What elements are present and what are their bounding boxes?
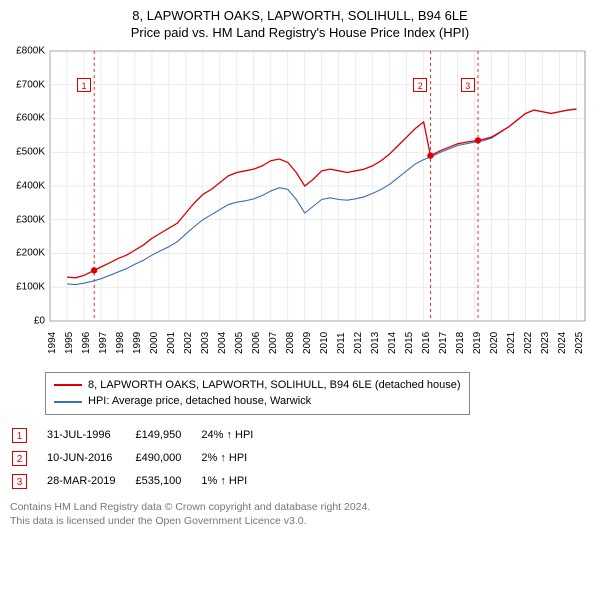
legend-label: 8, LAPWORTH OAKS, LAPWORTH, SOLIHULL, B9…	[88, 377, 461, 394]
y-tick-label: £300K	[16, 214, 45, 225]
transaction-price: £490,000	[135, 448, 199, 469]
transactions-table: 1 31-JUL-1996£149,95024% ↑ HPI 2 10-JUN-201…	[10, 423, 273, 494]
x-tick-label: 2016	[421, 332, 432, 354]
chart-marker-1: 1	[77, 78, 91, 92]
transaction-date: 31-JUL-1996	[47, 425, 133, 446]
chart-marker-3: 3	[461, 78, 475, 92]
transaction-marker-num: 2	[12, 451, 27, 466]
chart-svg	[10, 46, 590, 366]
y-tick-label: £200K	[16, 248, 45, 259]
x-tick-label: 1994	[47, 332, 58, 354]
x-tick-label: 2003	[200, 332, 211, 354]
transaction-row: 2 10-JUN-2016£490,0002% ↑ HPI	[12, 448, 271, 469]
x-tick-label: 1999	[132, 332, 143, 354]
transaction-marker-num: 3	[12, 474, 27, 489]
chart-container: 8, LAPWORTH OAKS, LAPWORTH, SOLIHULL, B9…	[0, 0, 600, 538]
transaction-price: £149,950	[135, 425, 199, 446]
x-tick-label: 2015	[404, 332, 415, 354]
x-tick-label: 2022	[523, 332, 534, 354]
y-tick-label: £800K	[16, 45, 45, 56]
x-tick-label: 2024	[557, 332, 568, 354]
chart-title-line1: 8, LAPWORTH OAKS, LAPWORTH, SOLIHULL, B9…	[10, 8, 590, 25]
x-tick-label: 2011	[336, 332, 347, 354]
x-tick-label: 2010	[319, 332, 330, 354]
x-tick-label: 2013	[370, 332, 381, 354]
transaction-price: £535,100	[135, 471, 199, 492]
x-tick-label: 2018	[455, 332, 466, 354]
y-tick-label: £700K	[16, 79, 45, 90]
transaction-date: 10-JUN-2016	[47, 448, 133, 469]
x-tick-label: 2006	[251, 332, 262, 354]
legend-swatch	[54, 401, 82, 403]
x-tick-label: 2023	[540, 332, 551, 354]
x-tick-label: 1995	[64, 332, 75, 354]
x-tick-label: 2017	[438, 332, 449, 354]
chart-title-line2: Price paid vs. HM Land Registry's House …	[10, 25, 590, 40]
x-tick-label: 2025	[574, 332, 585, 354]
x-tick-label: 1996	[81, 332, 92, 354]
footer-line1: Contains HM Land Registry data © Crown c…	[10, 500, 590, 514]
x-tick-label: 2004	[217, 332, 228, 354]
y-tick-label: £400K	[16, 180, 45, 191]
transaction-marker-num: 1	[12, 428, 27, 443]
chart-marker-2: 2	[413, 78, 427, 92]
footer-line2: This data is licensed under the Open Gov…	[10, 514, 590, 528]
legend-swatch	[54, 384, 82, 386]
x-tick-label: 2021	[506, 332, 517, 354]
y-tick-label: £600K	[16, 113, 45, 124]
x-tick-label: 2009	[302, 332, 313, 354]
y-tick-label: £500K	[16, 147, 45, 158]
legend: 8, LAPWORTH OAKS, LAPWORTH, SOLIHULL, B9…	[45, 372, 470, 415]
transaction-row: 1 31-JUL-1996£149,95024% ↑ HPI	[12, 425, 271, 446]
x-tick-label: 2001	[166, 332, 177, 354]
transaction-delta: 2% ↑ HPI	[201, 448, 271, 469]
transaction-row: 3 28-MAR-2019£535,1001% ↑ HPI	[12, 471, 271, 492]
x-tick-label: 2019	[472, 332, 483, 354]
transaction-date: 28-MAR-2019	[47, 471, 133, 492]
x-tick-label: 2007	[268, 332, 279, 354]
x-tick-label: 2000	[149, 332, 160, 354]
x-tick-label: 2012	[353, 332, 364, 354]
legend-item: HPI: Average price, detached house, Warw…	[54, 393, 461, 410]
chart-plot-area: £0 £100K £200K £300K £400K £500K £600K £700K £80…	[10, 46, 590, 366]
footer-attribution: Contains HM Land Registry data © Crown c…	[10, 500, 590, 528]
x-tick-label: 2020	[489, 332, 500, 354]
x-tick-label: 2002	[183, 332, 194, 354]
x-tick-label: 2008	[285, 332, 296, 354]
y-tick-label: £100K	[16, 282, 45, 293]
x-tick-label: 1998	[115, 332, 126, 354]
x-tick-label: 2014	[387, 332, 398, 354]
x-tick-label: 2005	[234, 332, 245, 354]
legend-label: HPI: Average price, detached house, Warw…	[88, 393, 311, 410]
y-tick-label: £0	[34, 315, 45, 326]
legend-item: 8, LAPWORTH OAKS, LAPWORTH, SOLIHULL, B9…	[54, 377, 461, 394]
x-tick-label: 1997	[98, 332, 109, 354]
transaction-delta: 24% ↑ HPI	[201, 425, 271, 446]
transaction-delta: 1% ↑ HPI	[201, 471, 271, 492]
